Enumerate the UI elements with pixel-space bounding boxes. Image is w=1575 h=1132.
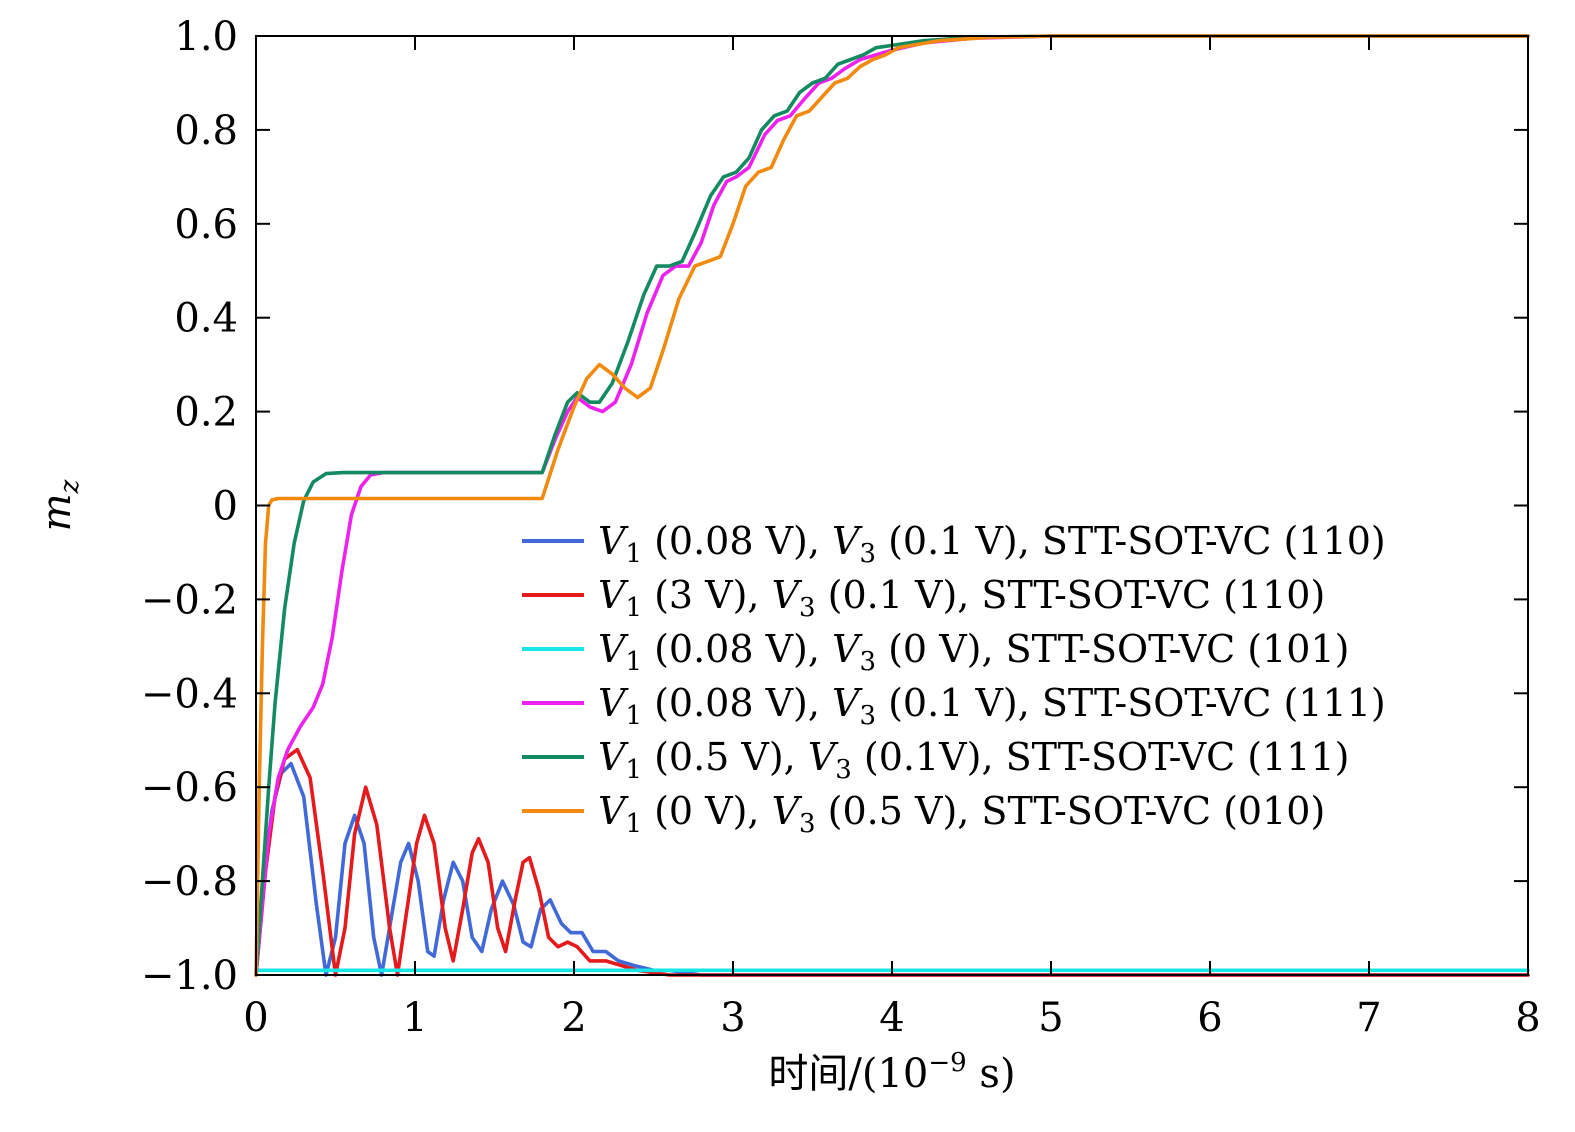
series-layer [254,34,1530,977]
x-tick-label: 7 [1356,995,1381,1041]
legend-item-6: V1 (0 V), V3 (0.5 V), STT-SOT-VC (010) [522,789,1325,839]
x-tick-label: 4 [879,995,904,1041]
legend-label: V1 (0.08 V), V3 (0.1 V), STT-SOT-VC (110… [598,519,1386,569]
y-axis-label-sub: z [55,479,85,494]
legend-item-5: V1 (0.5 V), V3 (0.1V), STT-SOT-VC (111) [522,735,1349,785]
y-tick-label: 1.0 [174,14,238,60]
y-tick-label: 0.2 [174,390,238,436]
ticks-layer [255,35,1529,976]
x-tick-label: 1 [402,995,427,1041]
legend-label: V1 (0.08 V), V3 (0 V), STT-SOT-VC (101) [598,627,1349,677]
y-tick-label: −0.4 [141,671,238,717]
x-tick-label: 5 [1038,995,1063,1041]
tick-labels-layer: 0 1 2 3 4 5 6 7 8 −1.0 −0.8 −0.6 −0.4 −0.2 0 0.2 0.4 0.6 0… [141,14,1541,1041]
series-line-2 [254,747,1530,977]
y-tick-label: −0.2 [141,577,238,623]
y-tick-label: 0.4 [174,296,238,342]
series-line-5 [254,34,1530,977]
legend-label: V1 (3 V), V3 (0.1 V), STT-SOT-VC (110) [598,573,1325,623]
y-tick-label: 0 [213,484,238,530]
y-axis-label: mz [34,479,85,531]
x-tick-label: 3 [720,995,745,1041]
x-axis-label-unit: s) [967,1051,1016,1097]
plot-frame [255,35,1529,976]
x-tick-label: 6 [1197,995,1222,1041]
x-tick-label: 2 [561,995,586,1041]
legend: V1 (0.08 V), V3 (0.1 V), STT-SOT-VC (110… [522,519,1386,839]
legend-label: V1 (0 V), V3 (0.5 V), STT-SOT-VC (010) [598,789,1325,839]
legend-item-4: V1 (0.08 V), V3 (0.1 V), STT-SOT-VC (111… [522,681,1386,731]
y-tick-label: −0.8 [141,859,238,905]
y-tick-label: −0.6 [141,765,238,811]
series-line-4 [254,34,1530,977]
legend-item-3: V1 (0.08 V), V3 (0 V), STT-SOT-VC (101) [522,627,1349,677]
legend-label: V1 (0.5 V), V3 (0.1V), STT-SOT-VC (111) [598,735,1349,785]
x-tick-label: 0 [243,995,268,1041]
legend-item-2: V1 (3 V), V3 (0.1 V), STT-SOT-VC (110) [522,573,1325,623]
x-axis-label: 时间/(10−9 s) [768,1048,1015,1097]
y-tick-label: −1.0 [141,953,238,999]
series-line-6 [254,34,1530,977]
y-tick-label: 0.6 [174,202,238,248]
y-tick-label: 0.8 [174,108,238,154]
x-axis-label-exponent: −9 [928,1048,966,1078]
legend-item-1: V1 (0.08 V), V3 (0.1 V), STT-SOT-VC (110… [522,519,1386,569]
legend-label: V1 (0.08 V), V3 (0.1 V), STT-SOT-VC (111… [598,681,1386,731]
x-tick-label: 8 [1515,995,1540,1041]
x-axis-label-main: 时间/(10 [768,1051,928,1097]
y-axis-label-main: m [34,493,80,531]
